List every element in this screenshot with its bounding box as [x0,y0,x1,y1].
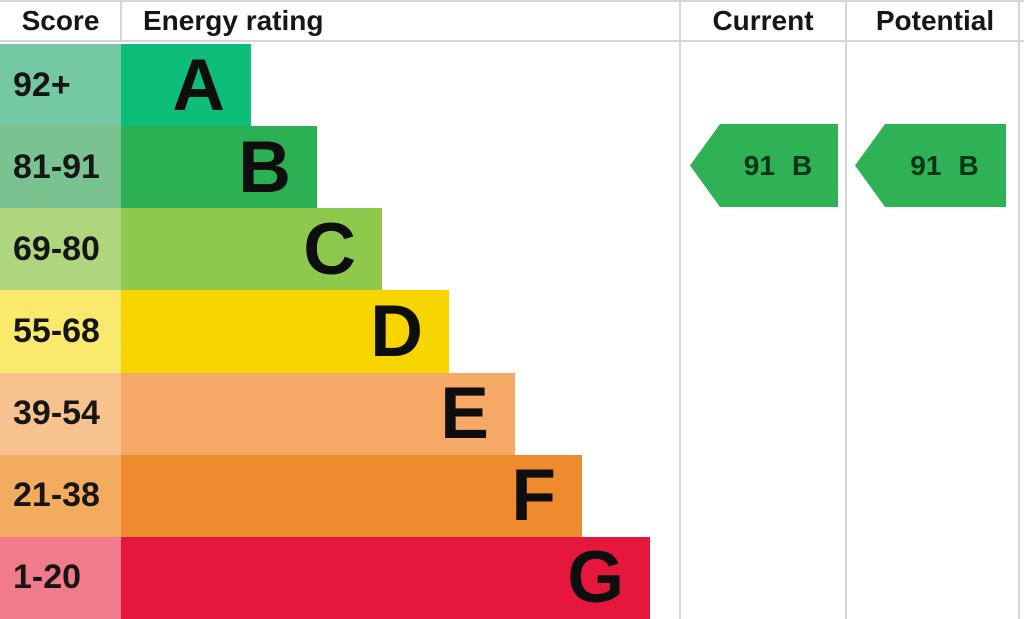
band-letter-a: A [172,44,225,126]
current-rating-band: B [791,149,813,181]
band-score-d: 55-68 [0,290,121,373]
header-energy-rating: Energy rating [143,5,324,36]
score-column-divider [120,0,122,42]
band-rows: 92+ A 81-91 B 69-80 C 55-68 D 39-54 [0,44,1024,619]
band-bar-g: G [121,536,650,619]
header-score: Score [21,5,100,36]
band-row-g: 1-20 G [0,536,1024,619]
band-letter-e: E [440,373,489,455]
band-row-e: 39-54 E [0,372,1024,455]
band-row-c: 69-80 C [0,208,1024,291]
band-bar-a: A [121,44,251,127]
band-letter-f: F [511,455,556,537]
current-rating-value: 91 [743,149,775,181]
band-score-a: 92+ [0,44,121,127]
band-score-f: 21-38 [0,454,121,537]
band-bar-e: E [121,372,515,455]
band-row-b: 81-91 B [0,126,1024,209]
band-letter-g: G [567,537,624,619]
band-row-f: 21-38 F [0,454,1024,537]
band-letter-d: D [370,290,423,372]
band-row-d: 55-68 D [0,290,1024,373]
band-letter-b: B [238,126,291,208]
header-current: Current [712,5,814,36]
table-top-border [0,0,1024,2]
current-rating-arrow: 91 B [690,124,838,207]
band-letter-c: C [303,208,356,290]
band-score-e: 39-54 [0,372,121,455]
potential-rating-value: 91 [910,149,942,181]
header-row: Score Energy rating Current Potential [0,2,1024,42]
band-row-a: 92+ A [0,44,1024,127]
band-score-g: 1-20 [0,536,121,619]
band-bar-d: D [121,290,449,373]
table-right-border [1018,0,1020,619]
band-bar-b: B [121,126,317,209]
band-score-c: 69-80 [0,208,121,291]
band-bar-f: F [121,454,582,537]
potential-rating-band: B [958,149,979,181]
band-bar-c: C [121,208,382,291]
potential-column-divider [845,0,847,619]
band-score-b: 81-91 [0,126,121,209]
header-potential: Potential [875,5,995,36]
potential-rating-arrow: 91 B [855,124,1006,207]
current-column-divider [679,0,681,619]
